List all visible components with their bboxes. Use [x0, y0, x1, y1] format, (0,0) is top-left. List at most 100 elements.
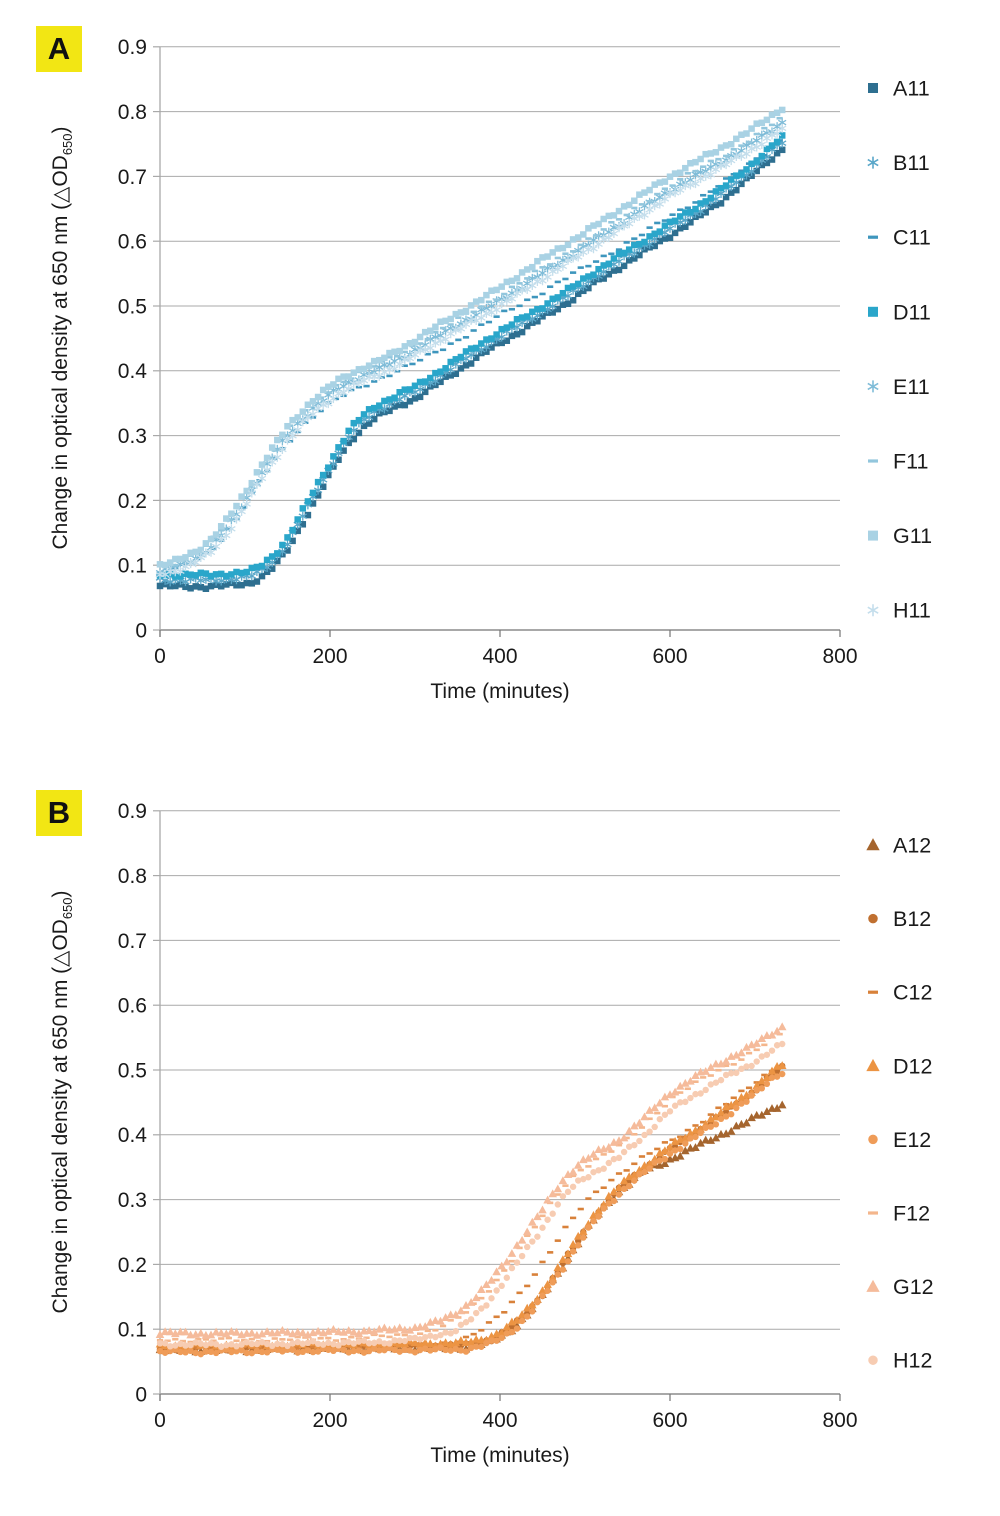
data-point-marker [585, 1174, 592, 1181]
data-point-marker [768, 142, 776, 149]
data-point-marker [538, 1205, 547, 1214]
data-point-marker [728, 1070, 735, 1077]
data-point-marker [349, 378, 359, 388]
data-point-marker [687, 160, 694, 167]
data-point-marker [437, 1344, 444, 1351]
data-point-marker [493, 286, 500, 294]
data-point-marker [737, 1048, 746, 1057]
data-point-marker [543, 272, 552, 282]
data-point-marker [439, 1341, 447, 1345]
data-point-marker [503, 278, 511, 286]
data-point-marker [669, 184, 676, 187]
x-tick-label: 600 [652, 645, 687, 668]
data-point-marker [660, 194, 670, 204]
legend-label: E11 [893, 375, 930, 399]
data-point-marker [363, 1336, 370, 1340]
data-point-marker [432, 1328, 439, 1332]
data-point-marker [585, 273, 592, 280]
data-point-marker [768, 111, 776, 119]
data-point-marker [570, 1216, 577, 1220]
data-point-marker [161, 561, 169, 569]
data-point-marker [279, 1341, 286, 1348]
data-point-marker [544, 1216, 551, 1223]
data-point-marker [768, 156, 776, 163]
data-point-marker [610, 267, 618, 274]
y-tick-label: 0.9 [118, 800, 147, 823]
data-point-marker [294, 527, 301, 535]
data-point-marker [671, 229, 679, 237]
data-point-marker [212, 1349, 220, 1357]
data-point-marker [165, 577, 175, 587]
data-point-marker [646, 199, 653, 203]
data-point-marker [299, 408, 307, 415]
data-point-marker [646, 233, 653, 240]
data-point-marker [442, 317, 449, 325]
data-point-marker [442, 365, 449, 372]
data-point-marker [478, 1305, 485, 1312]
data-point-marker [676, 169, 684, 177]
data-point-marker [278, 444, 287, 454]
data-point-marker [512, 1240, 522, 1249]
data-point-marker [502, 1322, 512, 1331]
data-point-marker [263, 1340, 271, 1348]
data-point-marker [442, 1329, 449, 1336]
series-D12 [155, 1061, 787, 1352]
data-point-marker [523, 313, 531, 320]
data-point-marker [386, 355, 393, 359]
data-point-marker [671, 1147, 679, 1154]
data-point-marker [531, 1273, 538, 1276]
data-point-marker [686, 180, 695, 190]
data-point-marker [635, 211, 644, 221]
data-point-marker [456, 1306, 466, 1315]
data-point-marker [421, 378, 429, 385]
data-point-marker [218, 1343, 225, 1350]
data-point-marker [497, 1261, 506, 1270]
legend-label: E12 [893, 1128, 931, 1152]
data-point-marker [763, 1051, 771, 1058]
data-point-marker [401, 401, 409, 409]
data-point-marker [711, 1133, 721, 1142]
y-tick-label: 0.2 [118, 1254, 147, 1277]
data-point-marker [485, 300, 493, 304]
data-point-marker [592, 234, 600, 237]
data-point-marker [559, 1266, 567, 1273]
data-point-marker [274, 1346, 281, 1353]
data-point-marker [233, 582, 240, 589]
data-point-marker [624, 219, 634, 229]
series-H12 [156, 1040, 786, 1350]
data-point-marker [386, 1344, 393, 1352]
data-point-marker [631, 237, 638, 240]
data-point-marker [257, 473, 267, 483]
data-point-marker [620, 262, 628, 270]
data-point-marker [258, 1338, 266, 1346]
square-legend-marker-icon [868, 306, 878, 317]
data-point-marker [763, 159, 771, 167]
data-point-marker [548, 266, 557, 276]
data-point-marker [406, 386, 414, 393]
data-point-marker [559, 301, 567, 308]
data-point-marker [360, 411, 368, 418]
series-B12 [156, 1062, 786, 1354]
data-point-marker [355, 385, 362, 389]
data-point-marker [687, 208, 694, 216]
data-point-marker [493, 1337, 500, 1344]
data-point-marker [308, 409, 318, 419]
data-point-marker [409, 362, 416, 366]
data-point-marker [355, 1347, 363, 1354]
data-point-marker [776, 116, 783, 120]
data-point-marker [284, 547, 291, 554]
y-tick-label: 0 [135, 1383, 147, 1406]
data-point-marker [717, 184, 725, 192]
data-point-marker [192, 1349, 199, 1357]
data-point-marker [279, 431, 286, 439]
data-point-marker [482, 309, 491, 319]
data-point-marker [548, 1273, 557, 1282]
data-point-marker [233, 1343, 240, 1350]
data-point-marker [671, 217, 679, 225]
data-point-marker [753, 1058, 760, 1065]
data-point-marker [241, 1338, 248, 1342]
data-point-marker [381, 1340, 388, 1347]
data-point-marker [645, 1106, 654, 1114]
data-point-marker [386, 374, 393, 378]
data-point-marker [702, 1124, 709, 1131]
